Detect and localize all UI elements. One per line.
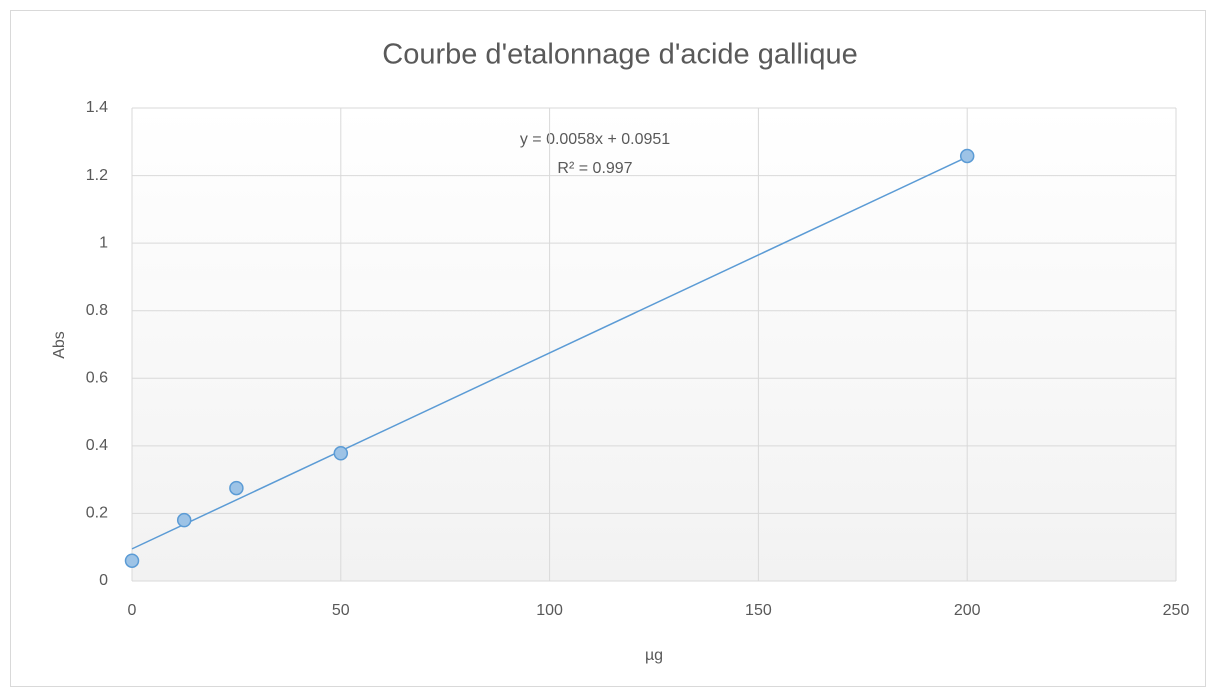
y-tick-label: 0.6 — [86, 370, 108, 387]
data-point — [333, 446, 349, 461]
trendline — [131, 156, 968, 550]
chart-title: Courbe d'etalonnage d'acide gallique — [382, 39, 857, 71]
r-squared: R² = 0.997 — [557, 160, 632, 177]
y-tick-label: 0.2 — [86, 505, 108, 522]
data-point — [124, 553, 140, 568]
x-tick-label: 250 — [1163, 602, 1190, 619]
y-axis-label: Abs — [51, 331, 68, 359]
y-tick-label: 0 — [99, 572, 108, 589]
data-point — [229, 480, 244, 496]
data-point — [959, 148, 975, 164]
x-tick-label: 150 — [745, 602, 772, 619]
trendline-equation: y = 0.0058x + 0.0951 — [520, 131, 670, 148]
x-tick-label: 100 — [536, 602, 563, 619]
y-tick-label: 1.2 — [86, 167, 108, 184]
plot-area — [132, 108, 1176, 581]
y-tick-label: 1 — [99, 234, 108, 251]
y-tick-label: 0.8 — [86, 302, 108, 319]
x-tick-label: 0 — [128, 602, 137, 619]
data-point — [176, 512, 192, 528]
x-tick-label: 200 — [954, 602, 981, 619]
x-tick-label: 50 — [332, 602, 350, 619]
x-axis-label: µg — [645, 647, 663, 664]
y-tick-label: 1.4 — [86, 99, 108, 116]
y-tick-label: 0.4 — [86, 437, 108, 454]
